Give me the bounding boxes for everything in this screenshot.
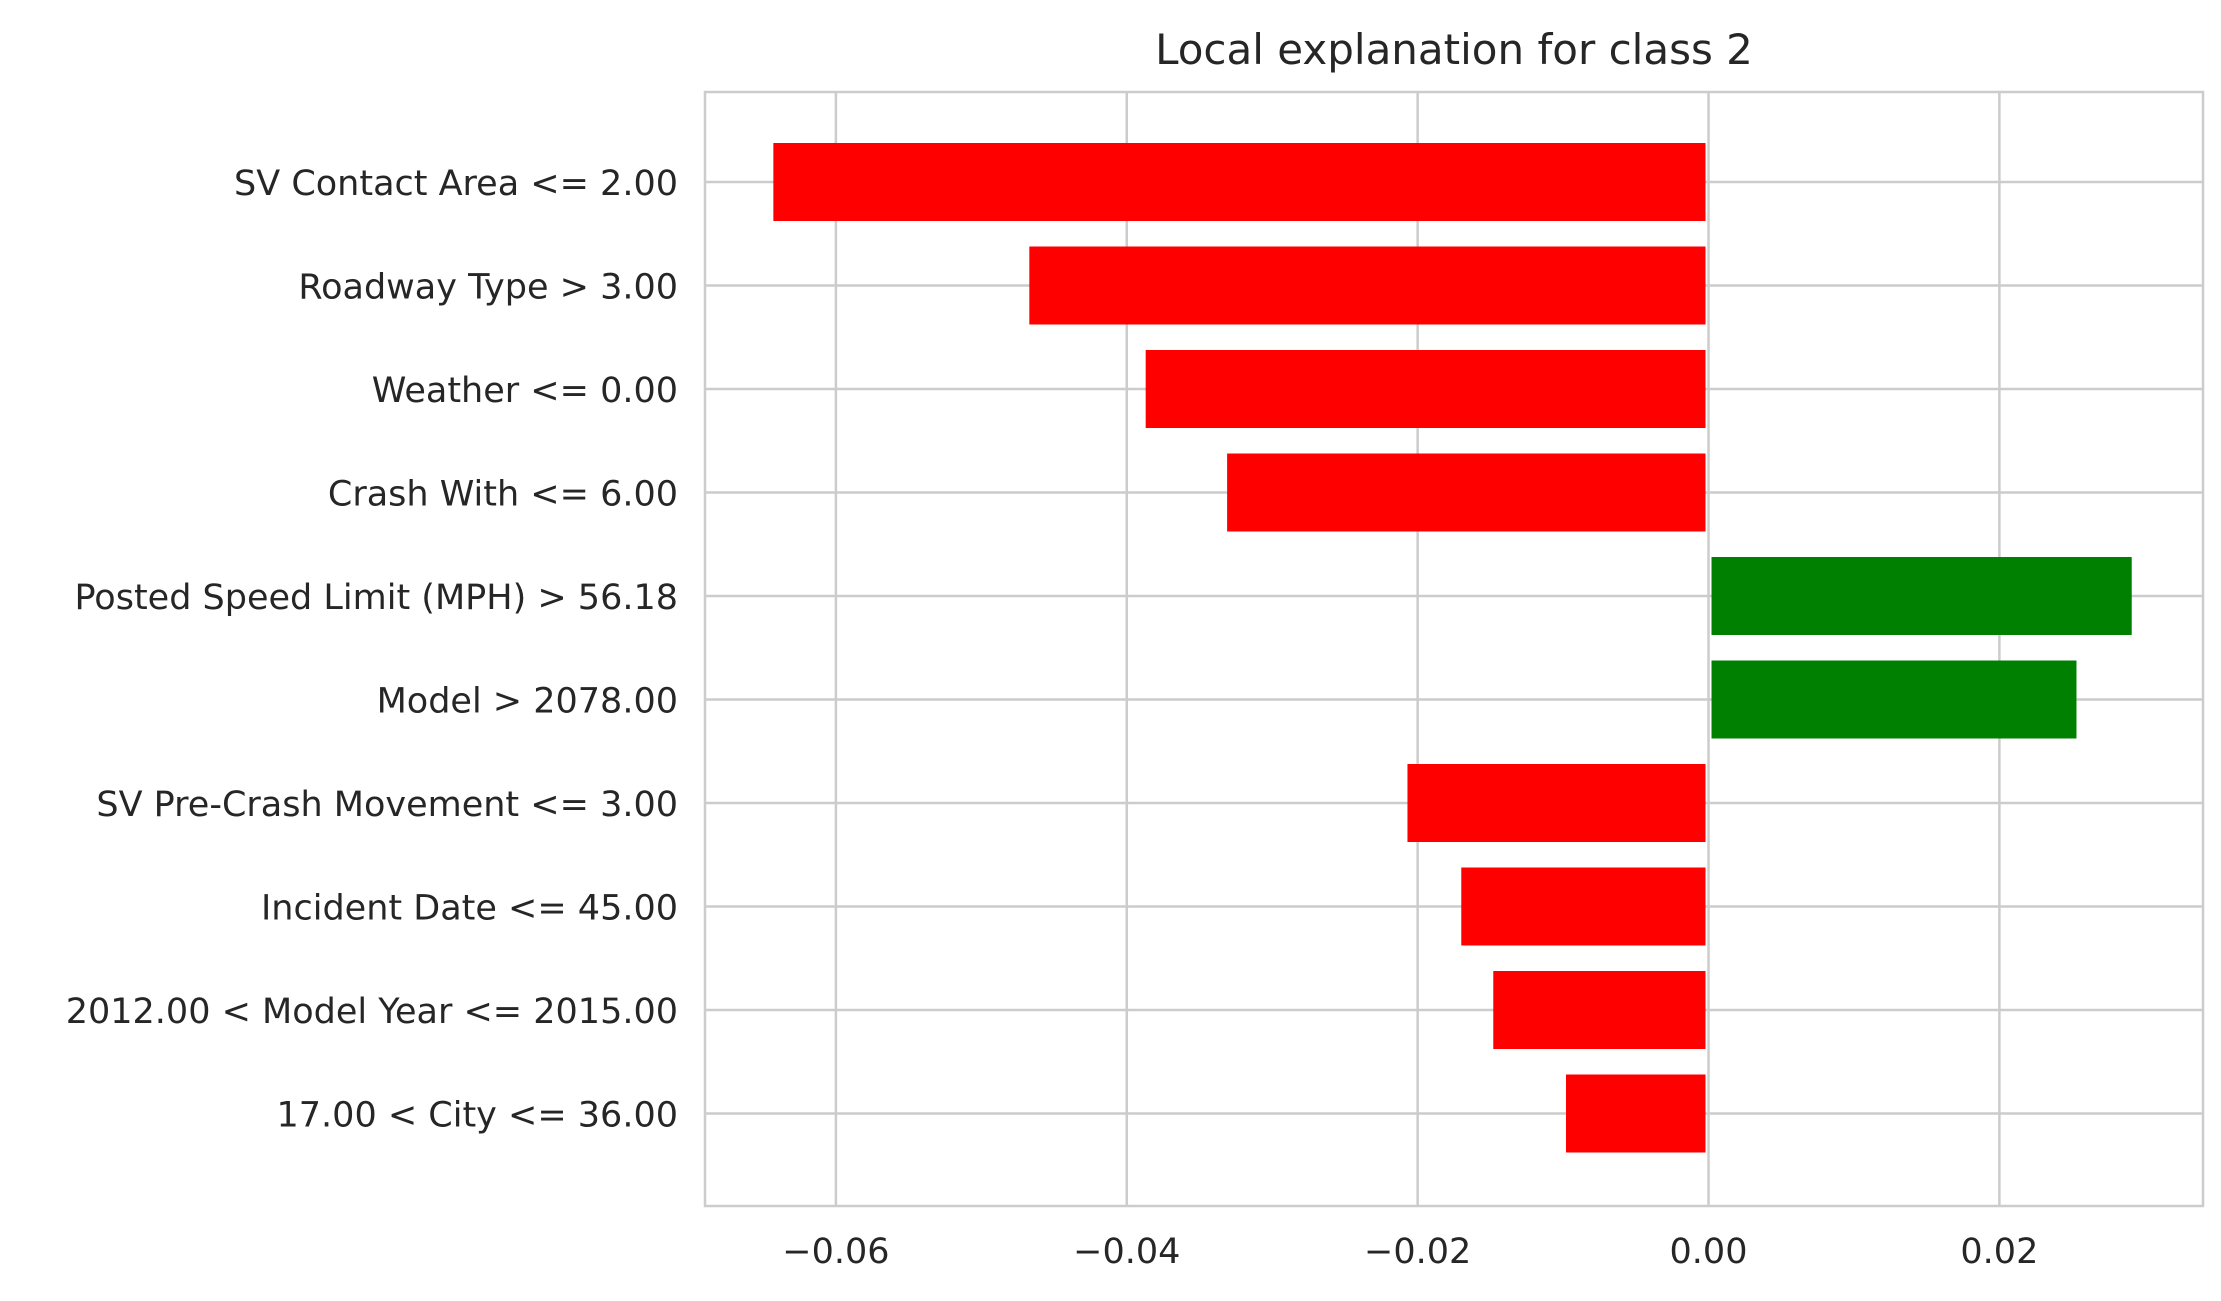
bar-1 <box>1029 246 1706 325</box>
bar-3 <box>1227 453 1706 532</box>
bar-6 <box>1407 764 1706 842</box>
plot-frame <box>703 90 2205 1208</box>
y-tick-label-7: Incident Date <= 45.00 <box>261 889 678 929</box>
x-tick-label-1: −0.04 <box>1073 1232 1180 1272</box>
chart-title: Local explanation for class 2 <box>1155 25 1753 74</box>
y-tick-label-5: Model > 2078.00 <box>377 682 678 722</box>
bar-layer <box>773 143 2132 1153</box>
y-tick-label-8: 2012.00 < Model Year <= 2015.00 <box>66 992 678 1032</box>
y-tick-label-0: SV Contact Area <= 2.00 <box>234 164 678 204</box>
y-tick-label-3: Crash With <= 6.00 <box>328 475 678 515</box>
y-tick-label-1: Roadway Type > 3.00 <box>298 268 678 308</box>
x-tick-label-2: −0.02 <box>1364 1232 1471 1272</box>
bar-5 <box>1711 660 2077 739</box>
x-tick-label-4: 0.02 <box>1960 1232 2038 1272</box>
y-tick-labels: SV Contact Area <= 2.00 Roadway Type > 3.… <box>66 164 678 1136</box>
x-tick-label-0: −0.06 <box>782 1232 889 1272</box>
x-tick-label-3: 0.00 <box>1670 1232 1748 1272</box>
bar-0 <box>773 143 1706 221</box>
bar-4 <box>1711 557 2132 635</box>
y-tick-label-4: Posted Speed Limit (MPH) > 56.18 <box>74 578 678 618</box>
x-tick-labels: −0.06 −0.04 −0.02 0.00 0.02 <box>782 1232 2038 1272</box>
bar-8 <box>1493 971 1706 1049</box>
bar-2 <box>1145 350 1706 428</box>
y-tick-label-6: SV Pre-Crash Movement <= 3.00 <box>96 785 678 825</box>
y-tick-label-2: Weather <= 0.00 <box>372 371 678 411</box>
bar-7 <box>1461 867 1706 946</box>
y-tick-label-9: 17.00 < City <= 36.00 <box>277 1096 678 1136</box>
bar-9 <box>1565 1074 1706 1153</box>
